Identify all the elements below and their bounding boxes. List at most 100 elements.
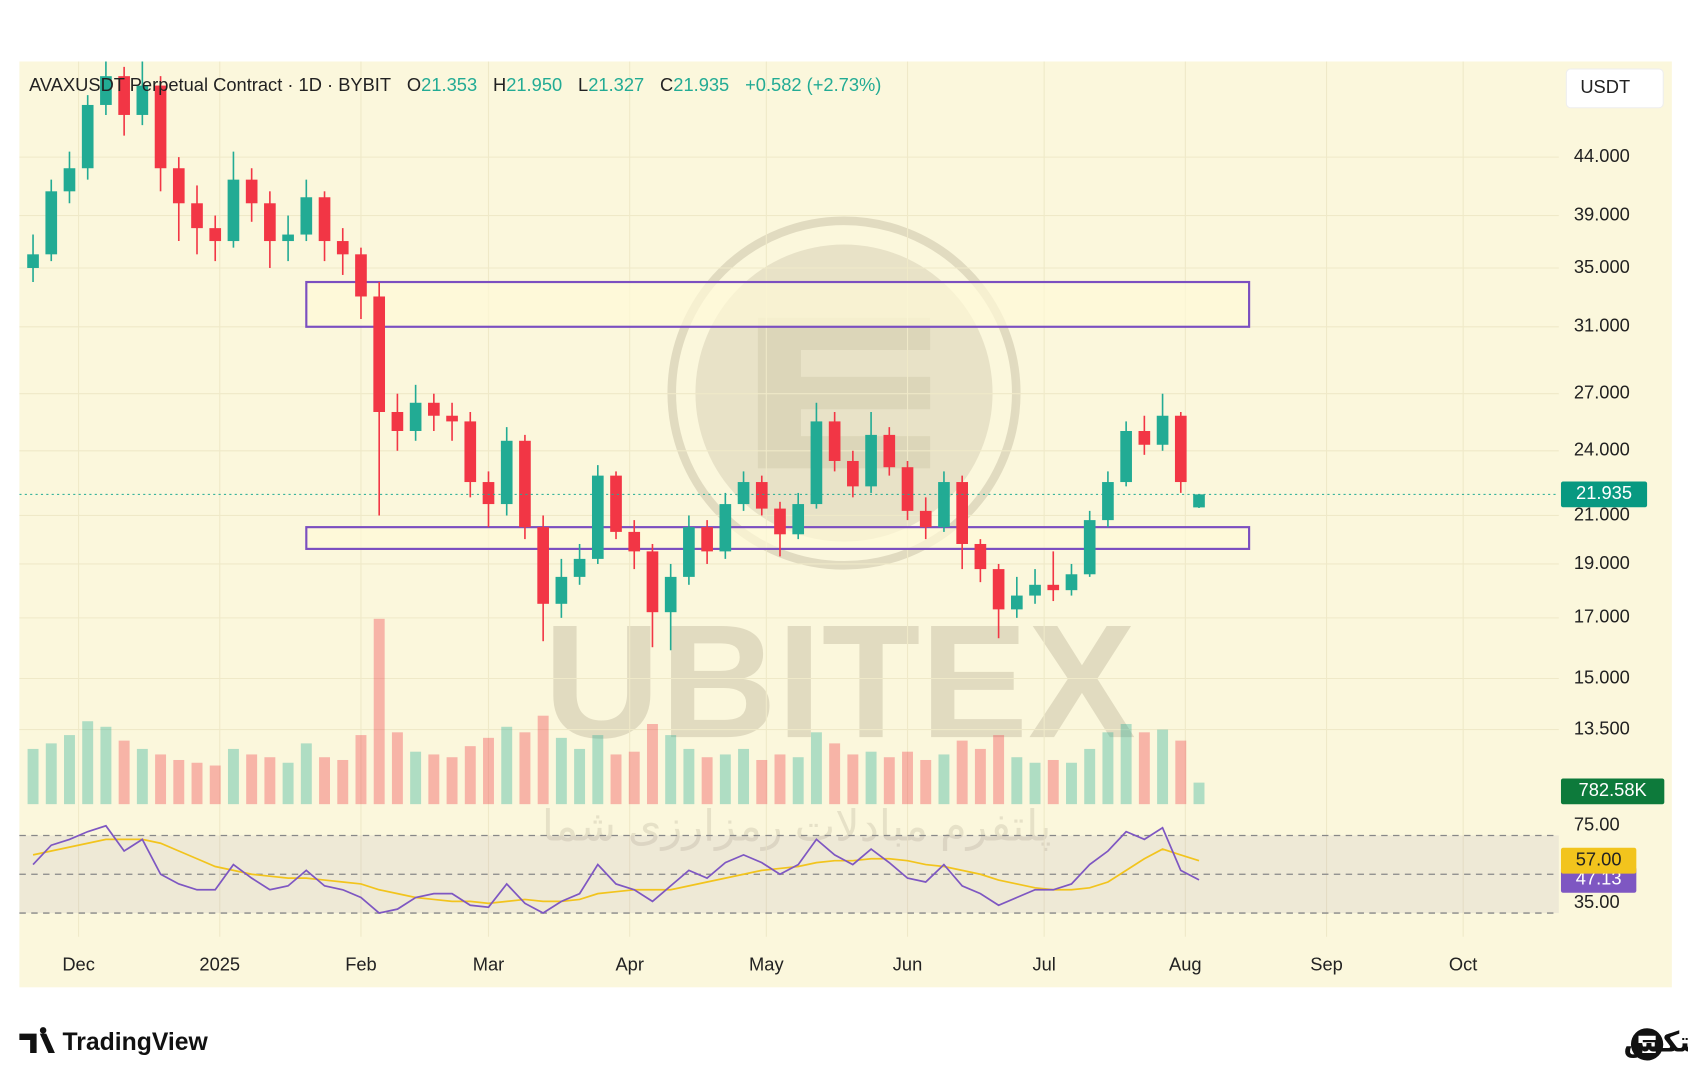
candle-body	[391, 411, 404, 431]
rsi-tag	[1560, 847, 1637, 874]
rsi-pane	[19, 824, 1559, 915]
currency-button[interactable]	[1565, 68, 1664, 109]
volume-bar	[1175, 740, 1187, 805]
candle-body	[828, 421, 841, 461]
candle-body	[100, 76, 112, 105]
volume-bar	[319, 757, 330, 805]
header-label: L	[578, 74, 588, 95]
volume-bar	[610, 754, 622, 805]
header-label: C	[660, 74, 673, 95]
x-tick-label: Dec	[62, 954, 95, 975]
zone	[305, 280, 1251, 328]
candle-body	[610, 475, 622, 532]
candle-body	[555, 576, 568, 604]
volume-bar	[373, 618, 385, 805]
volume-bar	[701, 757, 713, 805]
price-pane	[19, 61, 1559, 805]
rsi-tick-label: 35.00	[1574, 891, 1620, 912]
candle-body	[245, 179, 258, 204]
volume-bar	[118, 740, 130, 805]
candle-body	[446, 415, 458, 422]
candle-body	[1174, 415, 1187, 483]
volume-bar	[719, 754, 731, 805]
volume-bar	[1047, 759, 1059, 805]
candle-body	[519, 440, 531, 528]
candle-body	[282, 234, 294, 242]
header-value: 21.327	[588, 74, 644, 95]
candle-body	[118, 76, 130, 115]
volume-bar	[391, 732, 403, 805]
volume-bar	[227, 748, 239, 805]
candle-body	[591, 475, 604, 559]
volume-bar	[82, 721, 94, 805]
candle-body	[938, 482, 950, 528]
volume-bar	[519, 732, 531, 805]
volume-bar	[27, 748, 39, 805]
candle-body	[1065, 574, 1078, 591]
y-tick-label: 17.000	[1574, 606, 1630, 627]
x-tick-label: Sep	[1310, 954, 1343, 975]
volume-bar	[1138, 732, 1150, 805]
volume-bar	[1084, 748, 1096, 805]
candle-body	[154, 85, 167, 169]
last-price-label: 21.935	[1576, 482, 1632, 503]
header-value: 21.353	[421, 74, 477, 95]
volume-bar	[1193, 782, 1205, 805]
volume-bar	[574, 748, 586, 805]
tradingview-text: TradingView	[62, 1029, 208, 1056]
volume-bar	[792, 757, 804, 805]
candle-body	[1047, 584, 1060, 591]
candle-body	[336, 241, 349, 255]
candle-body	[737, 482, 750, 505]
candle-body	[45, 191, 58, 255]
volume-bar	[646, 724, 658, 805]
volume-bar	[173, 759, 185, 805]
x-tick-label: Jul	[1032, 954, 1055, 975]
header-label: O	[407, 74, 421, 95]
volume-bar	[974, 748, 986, 805]
candle-body	[719, 504, 732, 552]
candle-body	[755, 482, 768, 509]
candle-body	[482, 482, 495, 505]
volume-bar	[1120, 724, 1132, 805]
y-tick-label: 35.000	[1574, 256, 1630, 277]
candle-body	[209, 228, 222, 242]
volume-bar	[410, 751, 422, 805]
volume-bar	[209, 765, 221, 805]
candle-body	[1029, 584, 1041, 596]
brand-logo: یوبیتکس	[1623, 1027, 1688, 1061]
volume-bar	[847, 754, 859, 805]
candle-body	[172, 168, 185, 204]
volume-bar	[1157, 729, 1169, 805]
y-tick-label: 24.000	[1574, 439, 1630, 460]
candle-body	[500, 440, 513, 505]
volume-bar	[537, 715, 549, 805]
volume-bar	[738, 748, 750, 805]
volume-bar	[264, 757, 276, 805]
header-change: +0.582 (+2.73%)	[745, 74, 881, 95]
volume-bar	[683, 748, 695, 805]
candle-body	[373, 296, 386, 412]
volume-bar	[191, 762, 203, 805]
volume-bar	[446, 757, 458, 805]
last-price-tag	[1560, 481, 1648, 508]
volume-label: 782.58K	[1579, 779, 1647, 800]
candle-body	[537, 527, 549, 604]
y-tick-label: 13.500	[1574, 717, 1630, 738]
y-tick-label: 21.000	[1574, 503, 1630, 524]
x-tick-label: Feb	[345, 954, 377, 975]
volume-bar	[1029, 762, 1041, 805]
candle-body	[573, 558, 586, 577]
candle-body	[847, 460, 859, 487]
volume-bar	[628, 751, 640, 805]
rsi-line	[32, 838, 1200, 905]
rsi-tick-label: 75.00	[1574, 814, 1620, 835]
candle-body	[919, 510, 932, 528]
volume-bar	[665, 735, 677, 805]
header-label: H	[493, 74, 506, 95]
candle-body	[409, 402, 422, 431]
volume-bar	[829, 743, 841, 805]
volume-bar	[483, 737, 494, 805]
